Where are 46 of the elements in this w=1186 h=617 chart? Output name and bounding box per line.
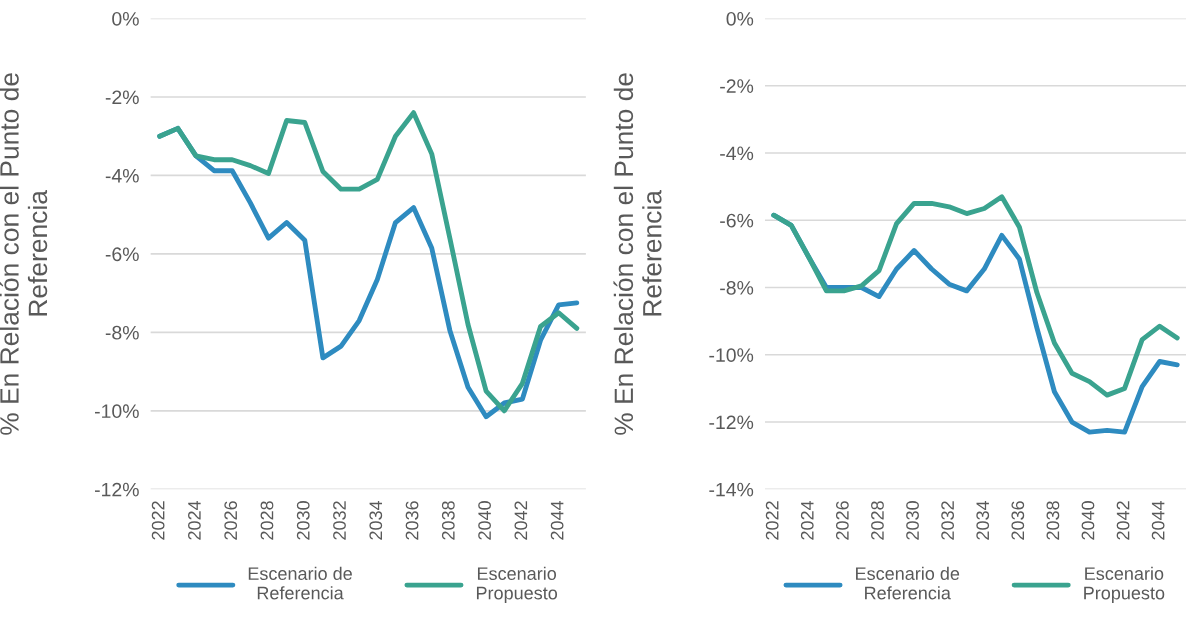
y-tick-label: -8%	[720, 280, 754, 295]
x-tick-label: 2036	[1011, 501, 1025, 540]
x-tick-label: 2028	[260, 501, 274, 540]
x-tick-label: 2024	[188, 500, 201, 540]
x-tick-label: 2044	[1151, 500, 1165, 540]
x-tick-label: 2042	[1116, 501, 1130, 540]
legend-label: Escenario de Referencia	[856, 566, 960, 600]
x-tick-label: 2044	[550, 500, 564, 540]
x-tick-label: 2036	[405, 501, 419, 540]
x-tick-label: 2032	[941, 501, 955, 540]
x-tick-label: 2032	[333, 501, 346, 540]
x-tick-label: 2030	[906, 501, 919, 540]
y-tick-label: 0%	[112, 11, 139, 26]
y-tick-label: -6%	[105, 247, 139, 262]
y-tick-label: -12%	[94, 482, 139, 497]
y-axis-title: % En Relación con el Punto de Referencia	[613, 73, 662, 435]
legend-label: Escenario Propuesto	[476, 566, 558, 604]
legend-label: Escenario Propuesto	[1084, 566, 1165, 604]
x-tick-label: 2030	[296, 501, 310, 540]
y-tick-label: -2%	[720, 79, 754, 93]
x-tick-label: 2028	[871, 501, 884, 540]
y-tick-label: -14%	[709, 482, 754, 497]
y-tick-label: -10%	[709, 348, 754, 363]
y-tick-label: -2%	[105, 90, 139, 105]
x-tick-label: 2034	[976, 500, 990, 540]
x-tick-label: 2026	[224, 501, 238, 540]
x-tick-label: 2024	[800, 500, 814, 540]
y-tick-label: -4%	[105, 168, 139, 183]
x-tick-label: 2038	[441, 501, 455, 540]
line-series	[771, 194, 1180, 398]
x-tick-label: 2022	[151, 501, 165, 540]
x-tick-label: 2040	[478, 501, 491, 540]
y-tick-label: -12%	[709, 415, 754, 430]
y-tick-label: 0%	[726, 11, 754, 26]
y-tick-label: -8%	[105, 325, 139, 340]
x-tick-label: 2034	[369, 500, 383, 540]
y-tick-label: -6%	[720, 213, 754, 228]
x-tick-label: 2026	[835, 501, 849, 540]
y-tick-label: -10%	[94, 404, 139, 419]
x-tick-label: 2042	[514, 501, 528, 540]
y-tick-label: -4%	[720, 146, 754, 161]
x-tick-label: 2038	[1046, 501, 1060, 540]
x-tick-label: 2040	[1081, 501, 1095, 540]
y-axis-title: % En Relación con el Punto de Referencia	[0, 73, 48, 435]
legend-label: Escenario de Referencia	[248, 566, 352, 600]
x-tick-label: 2022	[765, 501, 779, 540]
